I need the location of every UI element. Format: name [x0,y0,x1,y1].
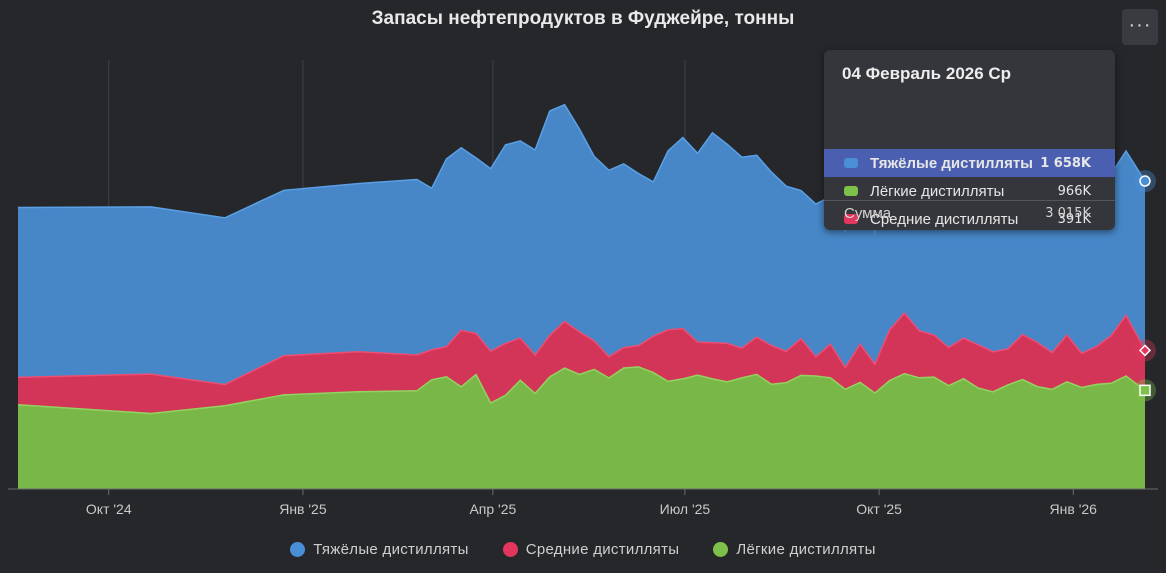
legend-label: Лёгкие дистилляты [736,541,876,558]
hover-markers [1134,170,1156,402]
tooltip-series-name: Лёгкие дистилляты [870,182,1005,200]
tooltip-row-heavy: Тяжёлые дистилляты 1 658K [824,149,1115,177]
marker-light-distillates [1139,384,1151,397]
tooltip-date: 04 Февраль 2026 Ср [842,64,1012,83]
x-tick-label: Окт '25 [856,501,902,517]
x-tick-label: Янв '25 [279,501,327,517]
legend-label: Средние дистилляты [525,541,680,558]
chart-menu-button[interactable]: ··· [1122,9,1158,45]
line-middle-distillates [17,311,1146,386]
series-areas [17,103,1146,489]
x-tick-label: Окт '24 [86,501,132,517]
tooltip-series-name: Средние дистилляты [870,210,1019,228]
x-tick-label: Янв '26 [1050,501,1098,517]
tooltip-sum-label: Сумма [844,204,892,222]
tooltip-series-value: 1 658K [1040,155,1091,171]
tooltip-sum-value: 3 015K [1045,205,1091,221]
area-middle-distillates [18,313,1145,414]
chart-title: Запасы нефтепродуктов в Фуджейре, тонны [371,8,795,29]
x-tick-label: Апр '25 [469,501,516,517]
legend-item-middle[interactable]: Средние дистилляты [502,541,680,558]
legend-dot-icon [290,542,306,557]
legend-item-heavy[interactable]: Тяжёлые дистилляты [290,541,468,558]
tooltip-sum-row: Сумма 3 015K [824,200,1115,225]
tooltip-swatch [844,186,858,196]
legend-dot-icon [502,542,518,557]
legend: Тяжёлые дистилляты Средние дистилляты Лё… [0,541,1166,558]
area-light-distillates [18,366,1145,489]
tooltip-swatch [844,214,858,224]
x-tick-label: Июл '25 [660,501,711,517]
tooltip: 04 Февраль 2026 Ср Тяжёлые дистилляты 1 … [824,50,1115,230]
marker-middle-distillates [1138,344,1152,357]
tooltip-series-value: 391K [1057,211,1091,227]
tooltip-row-light: Лёгкие дистилляты 966K [824,177,1115,205]
tooltip-series-value: 966K [1057,183,1091,199]
legend-item-light[interactable]: Лёгкие дистилляты [713,541,875,558]
legend-dot-icon [713,542,729,557]
marker-heavy-distillates [1139,175,1151,187]
tooltip-series-name: Тяжёлые дистилляты [870,154,1033,172]
tooltip-swatch [844,158,858,168]
legend-label: Тяжёлые дистилляты [313,541,469,558]
x-axis-ticks: Окт '24 Янв '25 Апр '25 Июл '25 Окт '25 Янв '… [86,489,1097,517]
tooltip-row-middle: Средние дистилляты 391K [824,205,1115,230]
area-heavy-distillates [18,104,1145,385]
line-light-distillates [17,366,1146,415]
